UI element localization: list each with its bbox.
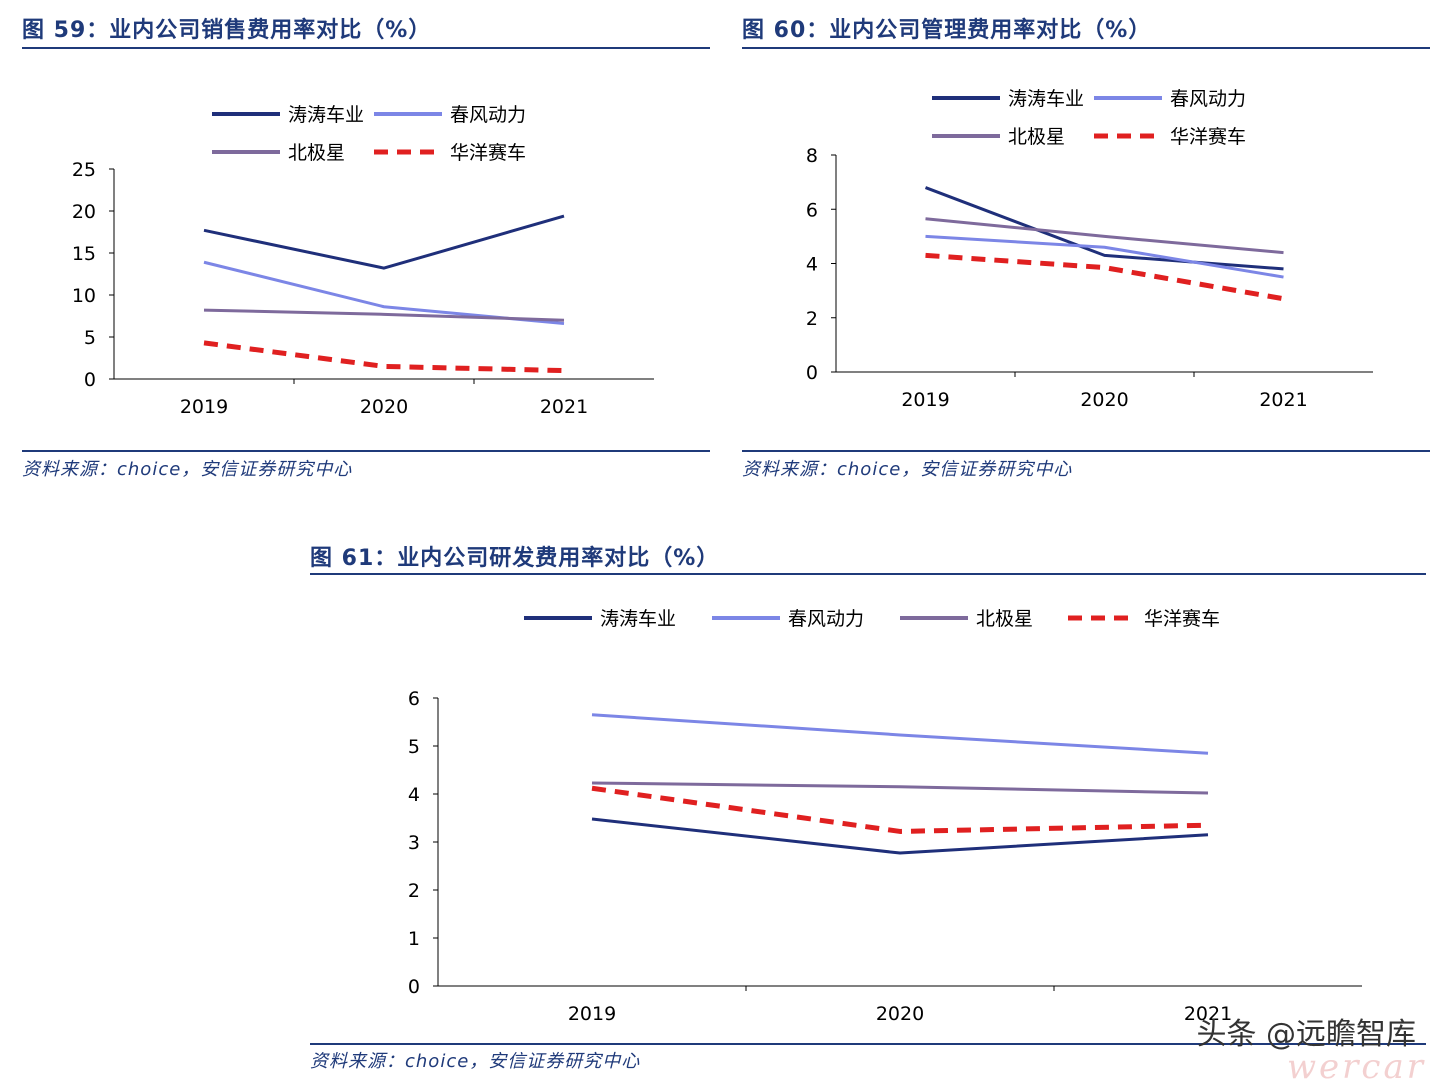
x-tick-label: 2021 — [540, 396, 588, 418]
title-rule — [742, 47, 1430, 49]
y-tick-label: 5 — [84, 327, 96, 349]
y-tick-label: 3 — [408, 832, 420, 854]
source-note: 资料来源：choice，安信证券研究中心 — [742, 459, 1073, 480]
figure-60-panel: 图 60：业内公司管理费用率对比（%） 0 2 4 6 8 2019 2020 2021 涛涛车… — [742, 12, 1430, 482]
x-tick-label: 2019 — [180, 396, 228, 418]
x-tick-label: 2020 — [1080, 389, 1128, 411]
y-tick-label: 5 — [408, 736, 420, 758]
y-tick-label: 0 — [806, 362, 818, 384]
series-line-4 — [925, 252, 1284, 302]
series-line-2 — [591, 713, 1209, 755]
y-tick-label: 8 — [806, 145, 818, 167]
source-rule — [310, 1043, 1426, 1045]
figure-title: 图 59：业内公司销售费用率对比（%） — [22, 18, 432, 43]
y-tick-label: 6 — [806, 199, 818, 221]
watermark-overlay: wercar — [1286, 1047, 1426, 1087]
y-tick-label: 0 — [408, 976, 420, 998]
legend-label: 春风动力 — [788, 608, 864, 630]
watermark-text: 头条 @远瞻智库 — [1196, 1017, 1416, 1052]
series-line-1 — [203, 214, 565, 270]
y-tick-label: 1 — [408, 928, 420, 950]
y-tick-label: 4 — [806, 254, 818, 276]
title-rule — [22, 47, 710, 49]
series-line-1 — [591, 817, 1209, 855]
legend-label: 华洋赛车 — [1170, 126, 1246, 148]
figure-title: 图 60：业内公司管理费用率对比（%） — [742, 18, 1152, 43]
legend-label: 涛涛车业 — [1008, 88, 1084, 110]
y-tick-label: 2 — [806, 308, 818, 330]
y-tick-label: 15 — [72, 243, 96, 265]
rd-expense-ratio-chart: 0 1 2 3 4 5 6 2019 2020 2021 涛涛车业 春风动力 北极星 华洋赛车 — [408, 608, 1362, 1025]
legend-label: 北极星 — [288, 142, 345, 164]
x-tick-label: 2020 — [360, 396, 408, 418]
x-tick-label: 2020 — [876, 1003, 924, 1025]
series-line-3 — [591, 781, 1209, 795]
source-note: 资料来源：choice，安信证券研究中心 — [310, 1051, 641, 1072]
legend-label: 春风动力 — [1170, 88, 1246, 110]
figure-59-panel: 图 59：业内公司销售费用率对比（%） 0 5 10 15 20 25 2019 2020 20… — [22, 12, 710, 482]
x-tick-label: 2019 — [568, 1003, 616, 1025]
legend-label: 涛涛车业 — [288, 104, 364, 126]
x-tick-label: 2021 — [1184, 1003, 1232, 1025]
figure-title: 图 61：业内公司研发费用率对比（%） — [310, 546, 720, 571]
series-line-4 — [591, 785, 1209, 834]
y-tick-label: 2 — [408, 880, 420, 902]
y-tick-label: 4 — [408, 784, 420, 806]
series-line-3 — [203, 308, 565, 322]
title-rule — [310, 573, 1426, 575]
y-tick-label: 10 — [72, 285, 96, 307]
legend-label: 春风动力 — [450, 104, 526, 126]
source-note: 资料来源：choice，安信证券研究中心 — [22, 459, 353, 480]
y-tick-label: 20 — [72, 201, 96, 223]
x-tick-label: 2019 — [901, 389, 949, 411]
source-rule — [22, 450, 710, 452]
legend-label: 华洋赛车 — [450, 142, 526, 164]
x-tick-label: 2021 — [1259, 389, 1307, 411]
legend-label: 涛涛车业 — [600, 608, 676, 630]
legend-label: 华洋赛车 — [1144, 608, 1220, 630]
source-rule — [742, 450, 1430, 452]
y-tick-label: 6 — [408, 688, 420, 710]
legend-label: 北极星 — [1008, 126, 1065, 148]
series-line-4 — [203, 340, 565, 374]
figure-61-panel: 图 61：业内公司研发费用率对比（%） 0 1 2 3 4 5 6 2019 2020 2021 涛… — [310, 540, 1426, 1080]
legend-label: 北极星 — [976, 608, 1033, 630]
y-tick-label: 0 — [84, 369, 96, 391]
y-tick-label: 25 — [72, 159, 96, 181]
